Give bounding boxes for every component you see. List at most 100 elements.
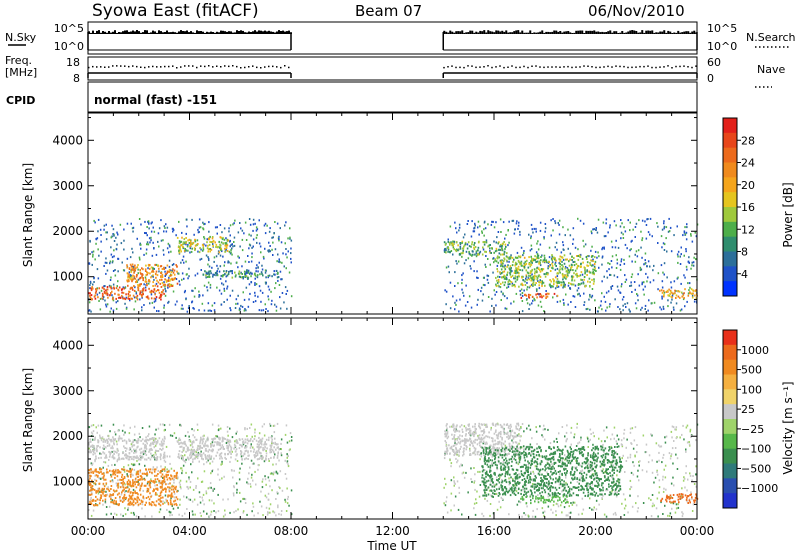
echo-speck	[615, 451, 617, 454]
echo-speck	[609, 273, 611, 276]
echo-cell	[159, 504, 162, 507]
echo-cell	[136, 501, 139, 504]
echo-speck	[688, 256, 690, 259]
echo-speck	[200, 481, 203, 483]
echo-cell	[146, 490, 148, 493]
echo-speck	[476, 490, 478, 493]
echo-speck	[617, 289, 620, 292]
echo-cell	[523, 262, 525, 265]
echo-speck	[516, 220, 518, 223]
echo-cell	[128, 448, 131, 451]
echo-cell	[174, 487, 176, 489]
echo-cell	[133, 451, 135, 454]
echo-speck	[478, 453, 481, 456]
echo-cell	[518, 285, 520, 288]
nave-dot	[547, 66, 549, 68]
echo-cell	[563, 254, 566, 257]
echo-cell	[271, 275, 273, 278]
echo-speck	[154, 444, 157, 447]
echo-speck	[675, 437, 678, 440]
echo-cell	[95, 288, 97, 291]
echo-speck	[141, 291, 143, 294]
echo-speck	[649, 233, 651, 236]
echo-speck	[164, 501, 166, 504]
echo-cell	[534, 258, 536, 261]
echo-cell	[159, 492, 162, 495]
echo-speck	[117, 300, 119, 303]
echo-speck	[104, 461, 107, 464]
echo-speck	[89, 282, 92, 285]
echo-speck	[254, 291, 256, 294]
echo-cell	[91, 479, 93, 482]
echo-speck	[630, 248, 632, 251]
nsky-sample	[647, 30, 650, 34]
echo-speck	[249, 466, 251, 469]
echo-speck	[254, 300, 257, 303]
echo-speck	[626, 302, 629, 305]
echo-speck	[585, 308, 588, 311]
nsky-sample	[256, 31, 258, 34]
echo-speck	[632, 473, 635, 476]
echo-cell	[464, 241, 467, 244]
echo-speck	[153, 230, 156, 233]
echo-cell	[224, 242, 227, 245]
echo-cell	[181, 243, 184, 246]
echo-speck	[562, 244, 565, 247]
echo-speck	[241, 305, 244, 308]
nsky-sample	[663, 30, 666, 34]
echo-cell	[505, 255, 508, 258]
nsky-sample	[565, 31, 568, 34]
echo-speck	[231, 270, 233, 272]
echo-speck	[590, 469, 593, 472]
echo-cell	[577, 258, 580, 261]
echo-speck	[645, 224, 648, 226]
echo-speck	[151, 454, 153, 457]
echo-cell	[139, 293, 141, 296]
echo-speck	[651, 434, 653, 437]
nsky-sample	[246, 32, 248, 34]
echo-cell	[98, 489, 100, 492]
echo-cell	[145, 501, 147, 504]
echo-speck	[259, 289, 262, 292]
echo-speck	[143, 283, 145, 286]
echo-speck	[135, 448, 137, 451]
freq-panel	[87, 56, 698, 81]
echo-speck	[130, 473, 133, 476]
echo-speck	[554, 261, 557, 264]
echo-speck	[663, 262, 666, 265]
echo-speck	[185, 458, 187, 461]
echo-cell	[161, 444, 164, 447]
echo-speck	[471, 220, 473, 223]
echo-cell	[556, 294, 559, 297]
echo-cell	[113, 286, 115, 289]
echo-speck	[284, 224, 286, 227]
echo-cell	[94, 458, 96, 461]
echo-speck	[544, 438, 546, 441]
echo-speck	[124, 513, 127, 516]
echo-speck	[589, 438, 591, 441]
echo-cell	[152, 455, 155, 458]
echo-speck	[154, 433, 156, 436]
echo-speck	[147, 243, 150, 246]
echo-cell	[155, 487, 157, 490]
echo-speck	[130, 443, 133, 446]
echo-cell	[218, 251, 221, 254]
echo-speck	[169, 514, 171, 517]
echo-speck	[615, 239, 617, 242]
echo-speck	[689, 286, 691, 289]
echo-speck	[108, 505, 111, 508]
echo-speck	[591, 245, 593, 248]
echo-cell	[561, 264, 563, 267]
echo-cell	[166, 264, 169, 267]
echo-speck	[97, 444, 99, 447]
nsky-sample	[551, 31, 554, 34]
echo-speck	[583, 292, 585, 295]
echo-cell	[206, 241, 208, 244]
echo-cell	[513, 283, 515, 286]
echo-speck	[114, 463, 116, 466]
echo-speck	[592, 228, 594, 231]
echo-cell	[515, 272, 517, 275]
echo-cell	[174, 499, 177, 502]
echo-speck	[242, 441, 244, 444]
echo-cell	[123, 439, 126, 442]
